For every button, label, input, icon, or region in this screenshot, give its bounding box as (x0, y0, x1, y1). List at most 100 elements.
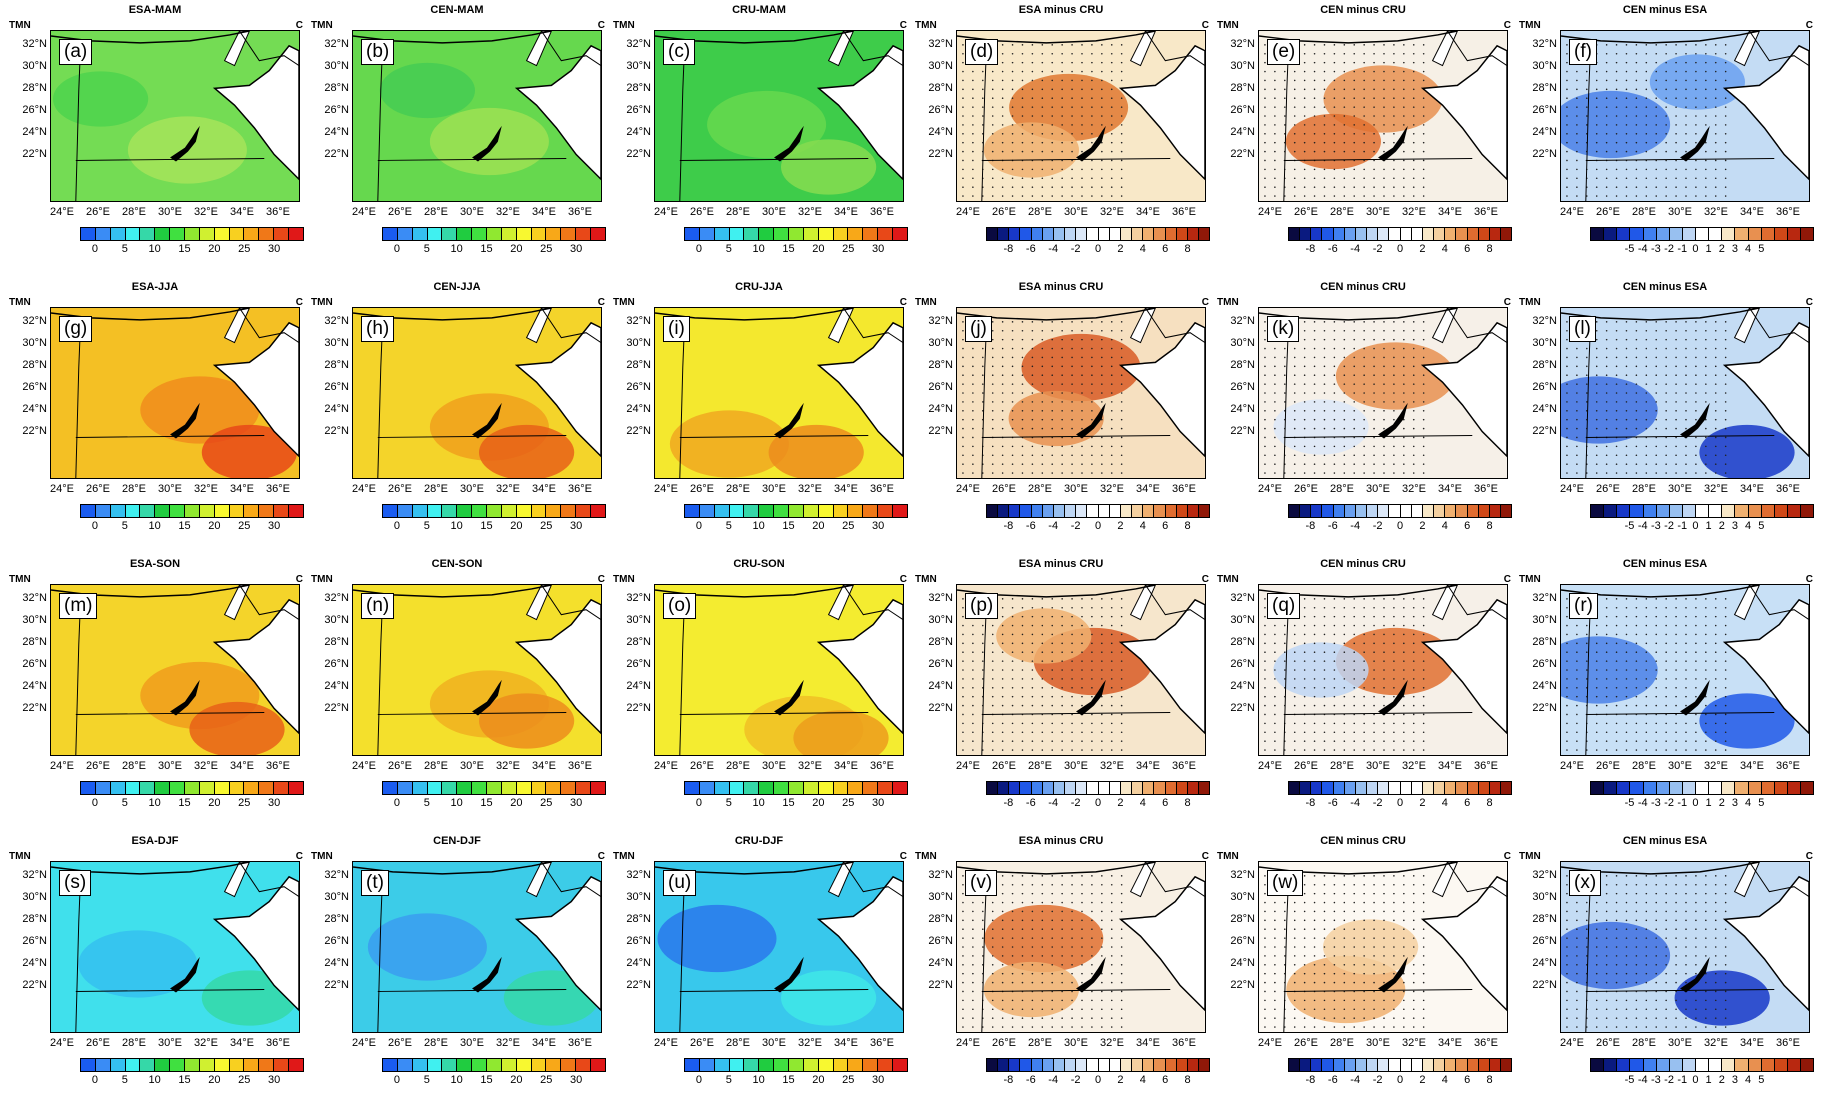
significance-dot (1576, 633, 1578, 636)
field-anomaly (379, 62, 476, 119)
significance-dot (1031, 177, 1034, 180)
significance-dot (962, 704, 964, 707)
significance-dot (1051, 687, 1054, 689)
latitude-tick-label: 28°N (626, 82, 651, 94)
gulf-of-aqaba (1733, 862, 1760, 898)
significance-dot (1120, 159, 1123, 162)
significance-dot (1615, 1008, 1618, 1011)
significance-dot (1120, 624, 1123, 627)
significance-dot (1373, 177, 1375, 180)
significance-dot (1303, 472, 1306, 474)
significance-dot (1313, 338, 1316, 341)
significance-dot (1705, 168, 1707, 171)
significance-dot (1625, 52, 1628, 55)
significance-dot (1412, 740, 1415, 742)
significance-dot (1363, 106, 1365, 108)
significance-dot (1011, 892, 1014, 895)
longitude-tick-label: 36°E (266, 206, 290, 218)
significance-dot (1333, 141, 1336, 144)
colorbar-swatch (1311, 782, 1323, 794)
significance-dot (1665, 392, 1667, 394)
significance-dot (1675, 937, 1677, 939)
significance-dot (1675, 955, 1677, 957)
significance-dot (1061, 79, 1063, 82)
colorbar-tick-label: 30 (570, 520, 583, 532)
significance-dot (1274, 624, 1276, 627)
significance-dot (1041, 955, 1044, 957)
significance-dot (1566, 374, 1568, 376)
significance-dot (1383, 901, 1385, 904)
significance-dot (1120, 133, 1123, 135)
significance-dot (1061, 168, 1063, 171)
significance-dot (991, 383, 994, 385)
significance-dot (1001, 44, 1004, 46)
significance-dot (1041, 919, 1044, 922)
significance-dot (1353, 410, 1356, 412)
significance-dot (1566, 168, 1568, 171)
significance-dot (1274, 749, 1276, 751)
significance-dot (1615, 669, 1618, 671)
significance-dot (1566, 1008, 1568, 1011)
colorbar-swatch (1187, 1059, 1199, 1071)
colorbar-tick-label: 5 (121, 243, 128, 255)
longitude-tick-label: 26°E (388, 483, 412, 495)
map-area: (k) (1258, 307, 1508, 479)
field-anomaly (478, 693, 575, 749)
significance-dot (1695, 61, 1697, 64)
significance-dot (1645, 88, 1648, 91)
significance-dot (1071, 52, 1073, 55)
significance-dot (1091, 606, 1093, 609)
significance-dot (1615, 937, 1618, 939)
colorbar-swatch (1801, 782, 1814, 794)
significance-dot (1393, 892, 1395, 895)
significance-dot (1353, 88, 1356, 91)
significance-dot (1724, 669, 1727, 671)
colorbar-swatch (1591, 782, 1605, 794)
colorbar-swatch (699, 228, 715, 240)
significance-dot (1585, 910, 1588, 913)
significance-dot (1283, 946, 1286, 948)
significance-dot (1110, 168, 1113, 171)
significance-dot (1576, 642, 1578, 645)
significance-dot (1293, 919, 1296, 922)
longitude-tick-label: 32°E (1402, 760, 1426, 772)
significance-dot (962, 678, 964, 680)
colorbar-swatch (685, 228, 700, 240)
significance-dot (1120, 883, 1123, 886)
significance-dot (1343, 624, 1346, 627)
significance-dot (1373, 52, 1375, 55)
significance-dot (1724, 1008, 1727, 1011)
significance-dot (1714, 61, 1717, 64)
significance-dot (962, 97, 964, 99)
significance-dot (1724, 910, 1727, 913)
significance-dot (1041, 445, 1044, 448)
significance-dot (1675, 410, 1677, 412)
colorbar-swatch (1154, 1059, 1166, 1071)
colorbar-swatch (685, 1059, 700, 1071)
significance-dot (1383, 955, 1385, 957)
colorbar-tick-label: -2 (1372, 797, 1383, 809)
colorbar-swatch (1500, 505, 1512, 517)
significance-dot (1566, 919, 1568, 922)
significance-dot (1051, 392, 1054, 394)
significance-dot (1051, 937, 1054, 939)
significance-dot (1383, 1026, 1385, 1028)
significance-dot (1001, 338, 1004, 341)
significance-dot (1373, 427, 1375, 430)
significance-dot (1333, 445, 1336, 448)
colorbar-tick-label: 5 (121, 1074, 128, 1086)
significance-dot (1625, 338, 1628, 341)
longitude-tick-label: 24°E (1560, 483, 1584, 495)
significance-dot (1031, 704, 1034, 707)
significance-dot (1363, 97, 1365, 99)
significance-dot (1675, 141, 1677, 144)
significance-dot (1333, 61, 1336, 64)
significance-dot (1675, 347, 1677, 350)
significance-dot (1685, 61, 1687, 64)
longitude-tick-label: 26°E (1596, 206, 1620, 218)
longitude-tick-label: 30°E (1366, 483, 1390, 495)
significance-dot (1605, 392, 1608, 394)
significance-dot (1566, 177, 1568, 180)
colorbar-swatch (1467, 1059, 1479, 1071)
significance-dot (1313, 186, 1316, 188)
